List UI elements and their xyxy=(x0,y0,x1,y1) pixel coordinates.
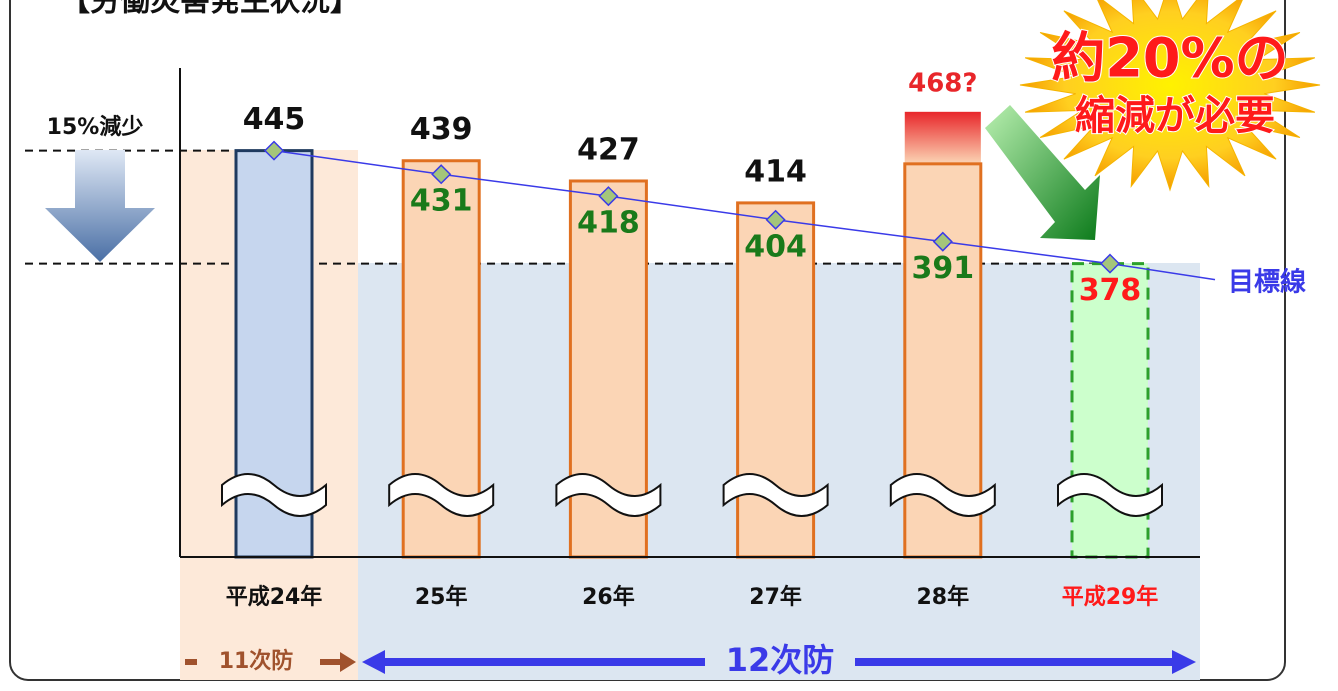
x-tick-label: 28年 xyxy=(916,584,969,610)
target-label: 404 xyxy=(744,229,807,264)
value-label: 439 xyxy=(410,112,473,147)
reduction-arrow xyxy=(45,150,155,262)
chart-title: 【労働災害発生状況】 xyxy=(60,0,360,19)
x-tick-label: 25年 xyxy=(415,584,468,610)
line-label: 目標線 xyxy=(1228,267,1306,298)
period-label: 11次防 xyxy=(219,648,294,674)
callout-line: 縮減が必要 xyxy=(1075,93,1275,139)
x-tick-label: 平成29年 xyxy=(1062,584,1159,610)
period-label: 12次防 xyxy=(726,641,835,679)
period-arrow xyxy=(185,659,197,665)
value-label: 427 xyxy=(577,132,640,167)
x-tick-label: 平成24年 xyxy=(226,584,323,610)
target-label: 418 xyxy=(577,206,640,241)
target-label: 431 xyxy=(410,184,473,219)
value-label: 445 xyxy=(243,102,306,137)
value-label: 468? xyxy=(908,68,977,98)
x-tick-label: 26年 xyxy=(582,584,635,610)
target-label: 391 xyxy=(911,251,974,286)
value-label: 414 xyxy=(744,154,807,189)
chart: 【労働災害発生状況】 445 平成24年 439 25年 427 26年 414 27年 468… xyxy=(0,0,1338,687)
x-tick-label: 27年 xyxy=(749,584,802,610)
target-line xyxy=(274,151,1110,264)
bar-excess xyxy=(905,112,981,164)
target-label: 378 xyxy=(1079,273,1142,308)
callout-line: 約20%の xyxy=(1051,27,1288,90)
reduction-label: 15%減少 xyxy=(47,115,144,140)
